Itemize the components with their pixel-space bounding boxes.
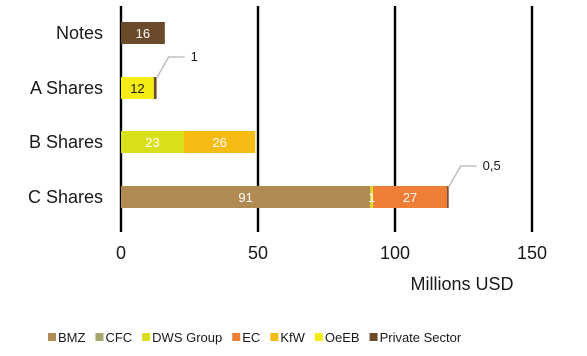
legend-label-dws-group: DWS Group (152, 330, 222, 345)
x-tick-label-50: 50 (248, 243, 268, 263)
data-label-c-shares-private-sector: 0,5 (483, 158, 501, 173)
data-labels: 16 12 1 23 26 91 1 27 0,5 (130, 26, 501, 205)
bar-c-shares-bmz (121, 186, 371, 208)
bar-b-shares-kfw (184, 131, 256, 153)
legend-swatch-ec (232, 333, 241, 341)
legend-swatch-dws-group (142, 333, 151, 341)
bars (121, 22, 449, 208)
legend-swatch-bmz (48, 333, 56, 341)
x-tick-label-100: 100 (380, 243, 410, 263)
data-label-c-shares-ec: 27 (403, 190, 417, 205)
legend-swatch-kfw (270, 333, 279, 341)
legend-label-cfc: CFC (105, 330, 132, 345)
category-label-c-shares: C Shares (28, 187, 103, 207)
legend-label-ec: EC (242, 330, 260, 345)
bar-c-shares-dws-group (370, 186, 374, 208)
bar-c-shares-private-sector (447, 186, 449, 208)
x-tick-label-0: 0 (116, 243, 126, 263)
data-label-b-shares-kfw: 26 (212, 135, 226, 150)
category-label-a-shares: A Shares (30, 78, 103, 98)
bar-a-shares-private-sector (153, 77, 157, 99)
legend: BMZ CFC DWS Group EC KfW OeEB Private Sector (48, 330, 462, 345)
x-tick-label-150: 150 (517, 243, 547, 263)
callout-leader-a-shares (155, 56, 185, 79)
bar-a-shares-oeeb (121, 77, 154, 99)
x-axis-title: Millions USD (410, 274, 513, 294)
legend-label-private-sector: Private Sector (380, 330, 462, 345)
legend-swatch-oeeb (314, 333, 323, 341)
data-label-a-shares-oeeb: 12 (130, 81, 144, 96)
legend-label-bmz: BMZ (58, 330, 86, 345)
legend-swatch-cfc (95, 333, 104, 341)
data-label-b-shares-dws-group: 23 (145, 135, 159, 150)
callout-leader-c-shares (448, 165, 477, 188)
legend-label-kfw: KfW (280, 330, 305, 345)
bar-c-shares-ec (373, 186, 448, 208)
legend-label-oeeb: OeEB (325, 330, 360, 345)
bar-b-shares-dws-group (121, 131, 185, 153)
data-label-notes-private-sector: 16 (136, 26, 150, 41)
category-label-b-shares: B Shares (29, 132, 103, 152)
data-label-c-shares-dws-group: 1 (368, 190, 375, 205)
category-label-notes: Notes (56, 23, 103, 43)
bar-notes-private-sector (121, 22, 165, 44)
data-label-a-shares-private-sector: 1 (191, 49, 198, 64)
legend-swatch-private-sector (369, 333, 378, 341)
axes: 0 50 100 150 Notes A Shares B Shares C Shares (28, 23, 547, 263)
data-label-c-shares-bmz: 91 (238, 190, 252, 205)
